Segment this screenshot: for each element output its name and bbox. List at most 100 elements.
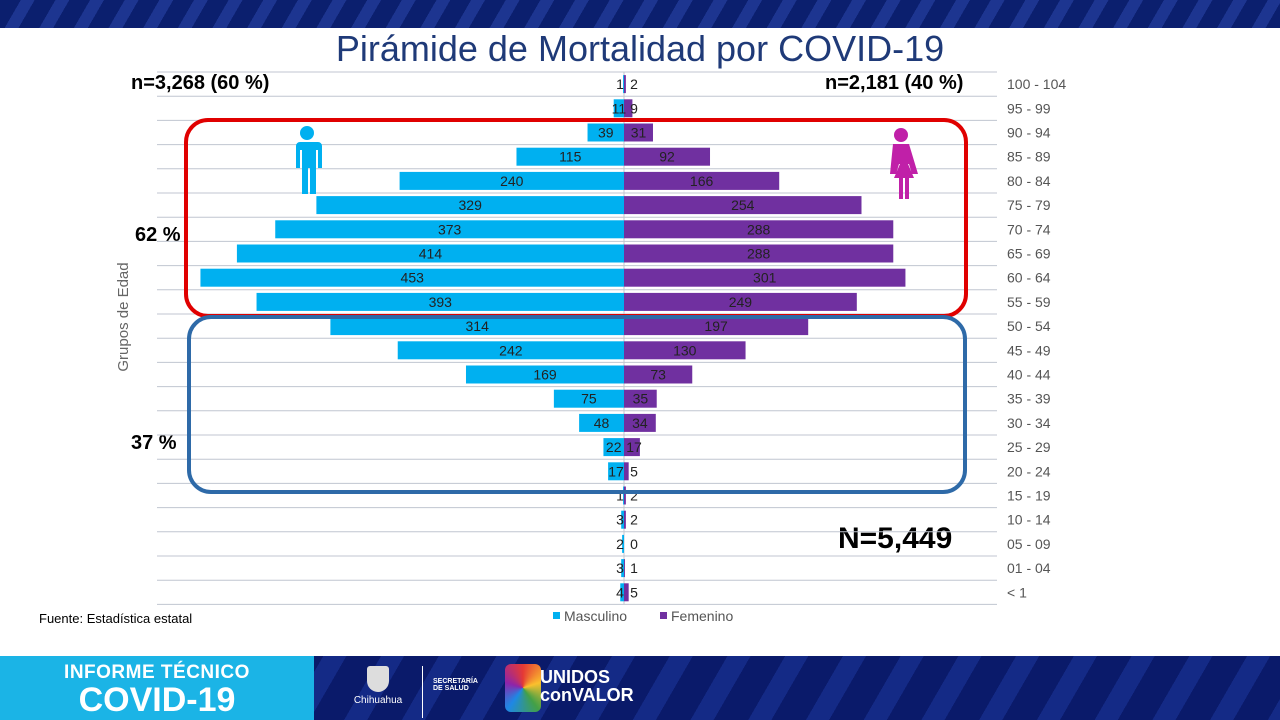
label-masculino: 414 (419, 246, 443, 262)
label-femenino: 9 (630, 100, 638, 116)
label-femenino: 288 (747, 246, 771, 262)
label-masculino: 11 (612, 100, 627, 116)
pct-lower: 37 % (131, 432, 177, 454)
female-total: n=2,181 (40 %) (825, 72, 964, 94)
y-axis-label: Grupos de Edad (115, 262, 132, 371)
bar-femenino (624, 220, 894, 239)
bar-femenino (624, 317, 809, 336)
shield-icon (367, 666, 389, 692)
label-masculino: 373 (438, 221, 462, 237)
bar-masculino (623, 75, 624, 94)
bar-femenino (624, 389, 657, 408)
bar-masculino (316, 196, 624, 215)
legend-label: Femenino (671, 608, 733, 624)
label-femenino: 249 (729, 294, 753, 310)
label-masculino: 115 (559, 149, 582, 165)
label-masculino: 48 (594, 415, 610, 431)
tick-label: 75 - 79 (1007, 197, 1051, 213)
label-masculino: 22 (606, 439, 622, 455)
footer-banner: INFORME TÉCNICO COVID-19 Chihuahua SECRE… (0, 656, 1280, 720)
chart-title: Pirámide de Mortalidad por COVID-19 (335, 28, 945, 69)
bar-femenino (624, 413, 656, 432)
label-femenino: 17 (626, 439, 642, 455)
bar-femenino (624, 559, 625, 578)
label-masculino: 314 (466, 318, 490, 334)
bar-masculino (399, 171, 624, 190)
bar-masculino (622, 534, 624, 553)
label-femenino: 130 (673, 342, 697, 358)
tick-label: 95 - 99 (1007, 100, 1051, 116)
label-femenino: 0 (630, 536, 638, 552)
label-masculino: 240 (500, 173, 524, 189)
tick-label: 25 - 29 (1007, 439, 1051, 455)
label-masculino: 3 (616, 560, 624, 576)
source-note: Fuente: Estadística estatal (39, 611, 193, 626)
bar-masculino (579, 413, 624, 432)
tick-label: 70 - 74 (1007, 221, 1051, 237)
label-femenino: 254 (731, 197, 755, 213)
bar-masculino (275, 220, 624, 239)
female-icon (890, 144, 918, 199)
label-femenino: 166 (690, 173, 714, 189)
label-masculino: 329 (459, 197, 483, 213)
pct-upper: 62 % (135, 224, 181, 246)
report-line1: INFORME TÉCNICO (64, 662, 250, 683)
tick-label: 05 - 09 (1007, 536, 1051, 552)
bar-femenino (624, 292, 857, 311)
tick-label: 35 - 39 (1007, 391, 1051, 407)
tick-label: 60 - 64 (1007, 270, 1051, 286)
label-femenino: 31 (631, 125, 647, 141)
female-icon (894, 128, 908, 142)
tick-label: < 1 (1007, 584, 1027, 600)
bar-masculino (587, 123, 624, 142)
bar-masculino (236, 244, 624, 263)
bar-masculino (621, 510, 624, 529)
label-masculino: 17 (608, 463, 624, 479)
label-masculino: 75 (581, 391, 597, 407)
bar-femenino (624, 244, 894, 263)
tick-label: 85 - 89 (1007, 149, 1051, 165)
grand-total: N=5,449 (838, 522, 953, 555)
tick-label: 01 - 04 (1007, 560, 1051, 576)
bar-masculino (623, 486, 624, 505)
legend-swatch (660, 612, 667, 619)
bar-femenino (624, 171, 780, 190)
bar-femenino (624, 123, 653, 142)
report-logo: INFORME TÉCNICO COVID-19 (0, 656, 314, 720)
label-femenino: 301 (753, 270, 777, 286)
label-femenino: 92 (659, 149, 675, 165)
bar-masculino (330, 317, 624, 336)
legend-label: Masculino (564, 608, 627, 624)
label-masculino: 453 (401, 270, 425, 286)
tick-label: 80 - 84 (1007, 173, 1051, 189)
state-map-icon (505, 664, 541, 712)
label-femenino: 5 (630, 463, 638, 479)
label-masculino: 242 (499, 342, 523, 358)
bar-masculino (200, 268, 624, 287)
bar-femenino (624, 486, 626, 505)
bar-femenino (624, 462, 629, 481)
bar-masculino (516, 147, 624, 166)
label-masculino: 4 (616, 584, 624, 600)
tick-label: 100 - 104 (1007, 76, 1066, 92)
bar-masculino (620, 583, 624, 602)
male-icon (296, 142, 322, 194)
chihuahua-logo: Chihuahua (350, 666, 406, 706)
bar-femenino (624, 268, 906, 287)
secretaria-label: SECRETARÍA (433, 678, 478, 685)
label-femenino: 2 (630, 512, 638, 528)
label-femenino: 35 (633, 391, 649, 407)
group-box-lower (187, 315, 967, 494)
tick-label: 30 - 34 (1007, 415, 1051, 431)
label-femenino: 2 (630, 488, 638, 504)
bar-masculino (465, 365, 624, 384)
bar-femenino (624, 438, 640, 457)
bar-masculino (613, 99, 624, 118)
valor-label: conVALOR (540, 685, 634, 705)
bar-femenino (624, 583, 629, 602)
label-masculino: 1 (616, 76, 624, 92)
tick-label: 20 - 24 (1007, 463, 1051, 479)
bar-masculino (621, 559, 624, 578)
top-banner (0, 0, 1280, 28)
